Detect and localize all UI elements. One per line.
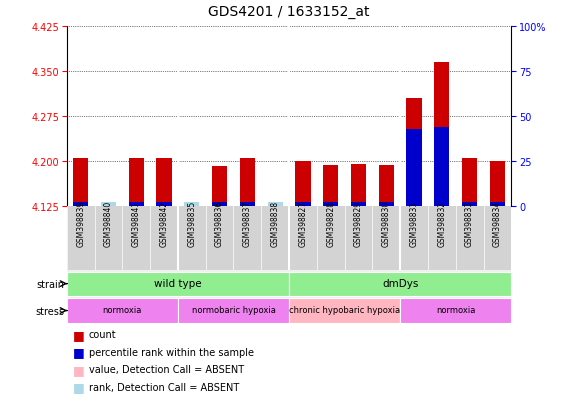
Bar — [462, 203, 477, 206]
Bar — [407, 99, 422, 206]
Bar — [434, 63, 450, 206]
Bar — [400, 299, 511, 323]
Bar — [73, 203, 88, 206]
Bar — [67, 272, 289, 296]
Bar — [379, 166, 394, 206]
Bar — [323, 203, 338, 206]
Text: value, Detection Call = ABSENT: value, Detection Call = ABSENT — [89, 364, 244, 374]
Text: count: count — [89, 330, 117, 339]
Text: strain: strain — [36, 279, 64, 289]
Text: normoxia: normoxia — [103, 306, 142, 315]
Text: normobaric hypoxia: normobaric hypoxia — [192, 306, 275, 315]
Bar — [212, 166, 227, 206]
Bar — [434, 128, 450, 206]
Bar — [73, 159, 88, 206]
Bar — [212, 203, 227, 206]
Bar — [289, 299, 400, 323]
Bar — [407, 129, 422, 206]
Bar — [267, 203, 283, 206]
Bar — [156, 203, 171, 206]
Bar — [128, 203, 144, 206]
Text: stress: stress — [35, 306, 64, 316]
Text: ■: ■ — [73, 328, 84, 341]
Text: chronic hypobaric hypoxia: chronic hypobaric hypoxia — [289, 306, 400, 315]
Bar — [295, 203, 311, 206]
Text: normoxia: normoxia — [436, 306, 475, 315]
Text: wild type: wild type — [154, 278, 202, 288]
Text: dmDys: dmDys — [382, 278, 418, 288]
Bar — [490, 203, 505, 206]
Bar — [289, 272, 511, 296]
Bar — [351, 203, 366, 206]
Bar — [156, 159, 171, 206]
Text: ■: ■ — [73, 363, 84, 376]
Bar — [67, 299, 178, 323]
Bar — [128, 159, 144, 206]
Bar — [184, 203, 199, 206]
Bar — [240, 203, 255, 206]
Bar — [323, 166, 338, 206]
Bar — [351, 164, 366, 206]
Bar — [379, 203, 394, 206]
Bar — [295, 161, 311, 206]
Bar — [462, 159, 477, 206]
Bar — [240, 159, 255, 206]
Text: rank, Detection Call = ABSENT: rank, Detection Call = ABSENT — [89, 382, 239, 392]
Text: GDS4201 / 1633152_at: GDS4201 / 1633152_at — [209, 5, 370, 19]
Bar — [178, 299, 289, 323]
Bar — [101, 203, 116, 206]
Text: ■: ■ — [73, 380, 84, 393]
Text: ■: ■ — [73, 345, 84, 358]
Bar — [490, 161, 505, 206]
Text: percentile rank within the sample: percentile rank within the sample — [89, 347, 254, 357]
